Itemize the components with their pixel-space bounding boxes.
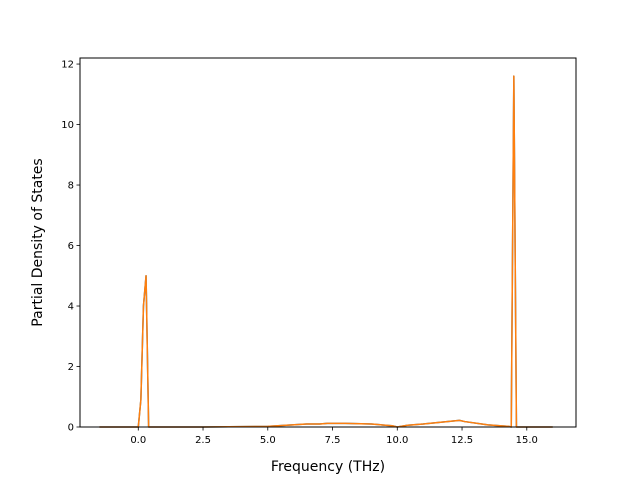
x-axis-ticks: 0.0 2.5 5.0 7.5 10.0 12.5 15.0 — [130, 427, 538, 446]
y-tick-label: 4 — [68, 302, 74, 313]
y-axis-ticks: 0 2 4 6 8 10 12 — [61, 60, 80, 434]
series-line-1 — [99, 75, 553, 428]
y-tick-label: 12 — [61, 60, 74, 71]
y-tick-label: 6 — [68, 241, 74, 252]
series-layer — [99, 75, 553, 428]
x-tick-label: 10.0 — [386, 435, 408, 446]
y-tick-label: 8 — [68, 181, 74, 192]
x-tick-label: 5.0 — [260, 435, 276, 446]
x-tick-label: 15.0 — [516, 435, 538, 446]
y-tick-label: 2 — [68, 362, 74, 373]
x-tick-label: 2.5 — [195, 435, 211, 446]
y-axis-label: Partial Density of States — [30, 158, 46, 326]
x-tick-label: 0.0 — [130, 435, 146, 446]
y-tick-label: 0 — [68, 423, 74, 434]
x-tick-label: 12.5 — [451, 435, 473, 446]
y-tick-label: 10 — [61, 120, 74, 131]
x-tick-label: 7.5 — [325, 435, 341, 446]
x-axis-label: Frequency (THz) — [271, 459, 385, 475]
plot-frame — [79, 57, 577, 428]
